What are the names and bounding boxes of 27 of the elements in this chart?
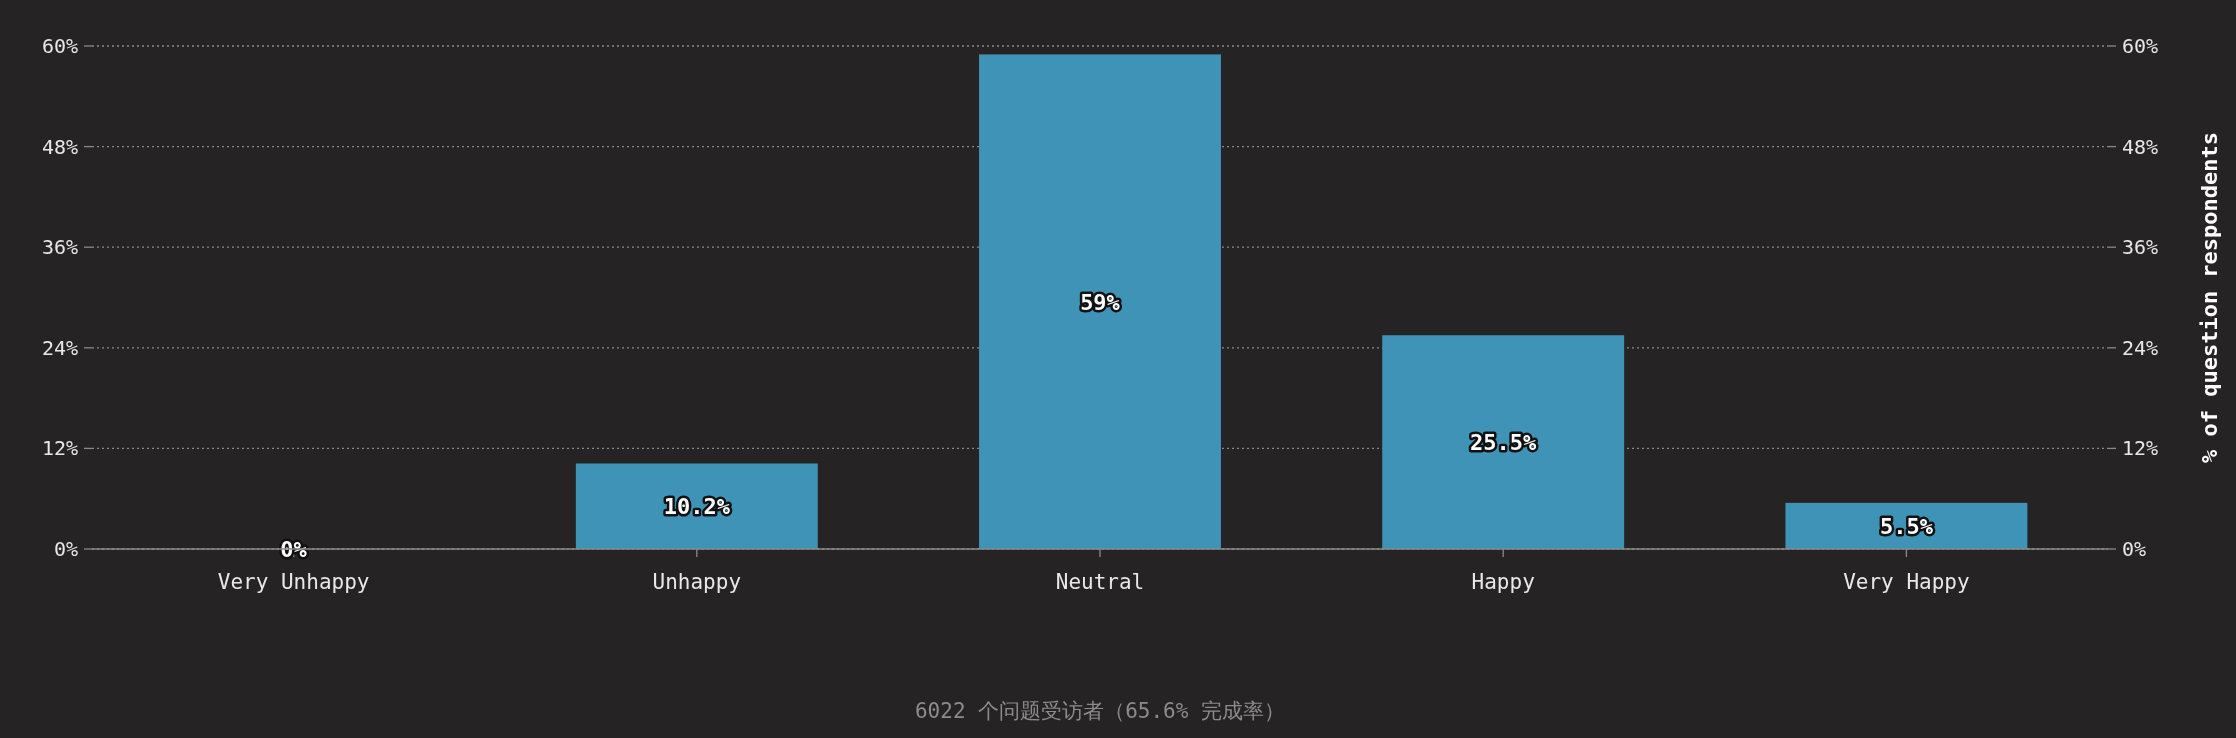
x-tick-label: Neutral xyxy=(1055,570,1145,594)
x-tick-label: Unhappy xyxy=(652,570,742,594)
data-label: 10.2% xyxy=(663,494,731,520)
y-tick-label: 60% xyxy=(41,34,78,58)
y2-tick-label: 60% xyxy=(2122,34,2159,58)
bar xyxy=(575,463,818,549)
y2-tick-label: 24% xyxy=(2122,335,2159,360)
data-label: 5.5% xyxy=(1879,513,1934,539)
y2-tick-label: 12% xyxy=(2122,436,2159,461)
y-tick-label: 24% xyxy=(41,335,78,360)
bar xyxy=(1382,335,1625,549)
y-tick-label: 12% xyxy=(41,436,78,461)
x-tick-label: Very Happy xyxy=(1843,570,1970,594)
y-tick-label: 48% xyxy=(41,134,78,159)
data-label: 0% xyxy=(280,537,308,562)
y2-tick-label: 0% xyxy=(2122,537,2147,561)
y-tick-label: 0% xyxy=(53,537,78,561)
y2-tick-label: 36% xyxy=(2122,235,2159,260)
y-tick-label: 36% xyxy=(41,235,78,260)
y2-axis-title: % of question respondents xyxy=(2197,131,2222,464)
x-tick-label: Happy xyxy=(1471,570,1535,594)
data-label: 59% xyxy=(1080,289,1121,315)
bar xyxy=(979,54,1221,549)
x-tick-label: Very Unhappy xyxy=(217,570,370,594)
data-label: 25.5% xyxy=(1470,430,1538,456)
text: 6022 个问题受访者（65.6% 完成率） xyxy=(914,699,1286,723)
y2-tick-label: 48% xyxy=(2122,134,2159,159)
